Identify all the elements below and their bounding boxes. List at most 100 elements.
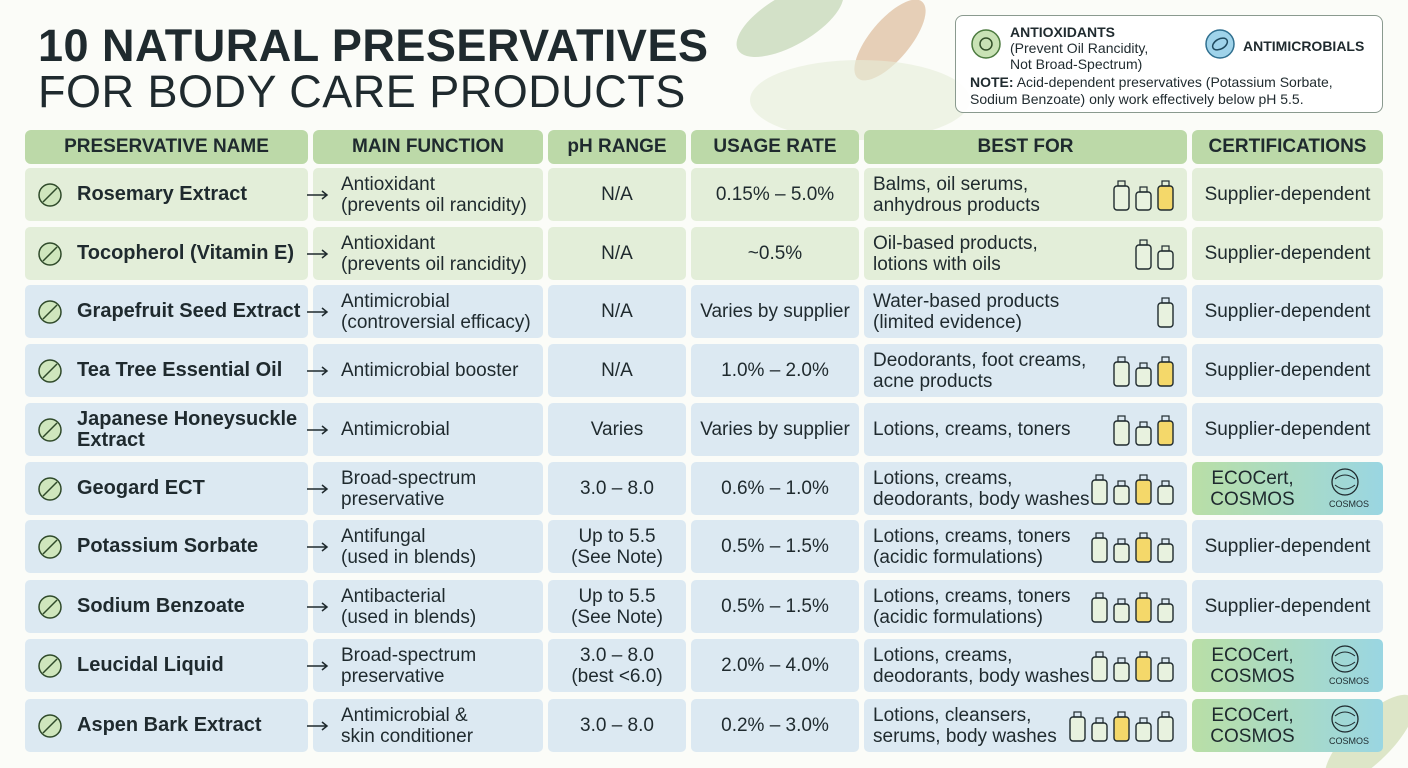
certification-line: Supplier-dependent	[1204, 536, 1371, 557]
usage-rate: Varies by supplier	[700, 301, 850, 322]
legend-detail: (Prevent Oil Rancidity, Not Broad-Spectr…	[1010, 40, 1148, 72]
best-for-line: (acidic formulations)	[873, 606, 1043, 628]
row-icon	[38, 242, 62, 266]
table-cell: Tocopherol (Vitamin E)	[25, 227, 308, 280]
preservative-name: Aspen Bark Extract	[77, 714, 262, 736]
legend-note: NOTE: Acid-dependent preservatives (Pota…	[970, 74, 1333, 108]
table-cell: 0.2% – 3.0%	[691, 699, 859, 752]
table-cell: 0.15% – 5.0%	[691, 168, 859, 221]
certification-line: Supplier-dependent	[1204, 184, 1371, 205]
usage-rate: 0.5% – 1.5%	[721, 596, 829, 617]
product-icons	[1091, 651, 1174, 682]
best-for-line: Lotions, creams,	[873, 644, 1013, 666]
legend: ANTIOXIDANTS (Prevent Oil Rancidity, Not…	[955, 15, 1383, 113]
table-cell: Antioxidant (prevents oil rancidity)	[307, 227, 543, 280]
table-cell: N/A	[548, 344, 686, 397]
table-cell: Supplier-dependent	[1192, 285, 1383, 338]
function-line: (prevents oil rancidity)	[341, 194, 527, 216]
arrow	[307, 542, 329, 552]
table-cell: ECOCert, COSMOS COSMOS	[1192, 699, 1383, 752]
table-cell: ~0.5%	[691, 227, 859, 280]
table-cell: Broad-spectrum preservative	[307, 639, 543, 692]
best-for-line: Lotions, creams,	[873, 467, 1013, 489]
ph-line: 3.0 – 8.0	[580, 715, 654, 736]
best-for-line: Water-based products	[873, 290, 1060, 312]
table-cell: Aspen Bark Extract	[25, 699, 308, 752]
row-icon	[38, 359, 62, 383]
best-for-line: (limited evidence)	[873, 311, 1022, 333]
row-icon	[38, 300, 62, 324]
best-for-line: Lotions, creams, toners	[873, 419, 1071, 440]
table-cell: Varies by supplier	[691, 285, 859, 338]
best-for-line: lotions with oils	[873, 253, 1001, 275]
best-for-line: anhydrous products	[873, 194, 1040, 216]
product-icons	[1069, 711, 1174, 742]
table-cell: Antimicrobial	[307, 403, 543, 456]
eco-logo	[1331, 645, 1359, 673]
product-icons	[1113, 415, 1174, 446]
function-line: Broad-spectrum	[341, 467, 477, 489]
preservative-name: Grapefruit Seed Extract	[77, 300, 301, 322]
certification-line: COSMOS	[1210, 488, 1295, 510]
table-cell: Lotions, creams, toners (acidic formulati…	[864, 520, 1187, 573]
table-cell: Tea Tree Essential Oil	[25, 344, 308, 397]
title-line: FOR BODY CARE PRODUCTS	[38, 66, 686, 117]
certification-line: COSMOS	[1210, 665, 1295, 687]
column-header: CERTIFICATIONS	[1192, 130, 1383, 164]
ph-line: (See Note)	[571, 606, 663, 628]
table-cell: 1.0% – 2.0%	[691, 344, 859, 397]
column-header: USAGE RATE	[691, 130, 859, 164]
certification-line: ECOCert,	[1211, 644, 1294, 666]
ph-line: (See Note)	[571, 546, 663, 568]
certification-line: Supplier-dependent	[1204, 301, 1371, 322]
ph-line: Up to 5.5	[578, 585, 656, 607]
usage-rate: 0.5% – 1.5%	[721, 536, 829, 557]
function-line: Broad-spectrum	[341, 644, 477, 666]
function-line: Antimicrobial	[341, 419, 450, 440]
table-cell: N/A	[548, 168, 686, 221]
preservative-name: Extract	[77, 428, 145, 451]
table-cell: ECOCert, COSMOS COSMOS	[1192, 639, 1383, 692]
table-cell: Lotions, creams, toners	[864, 403, 1187, 456]
row-icon	[38, 595, 62, 619]
table-cell: N/A	[548, 285, 686, 338]
function-line: (prevents oil rancidity)	[341, 253, 527, 275]
arrow	[307, 366, 329, 376]
table-cell: 3.0 – 8.0 (best <6.0)	[548, 639, 686, 692]
usage-rate: 1.0% – 2.0%	[721, 360, 829, 381]
table-cell: Oil-based products, lotions with oils	[864, 227, 1187, 280]
table-cell: Antimicrobial & skin conditioner	[307, 699, 543, 752]
table-cell: Deodorants, foot creams, acne products	[864, 344, 1187, 397]
usage-rate: Varies by supplier	[700, 419, 850, 440]
ph-line: N/A	[601, 360, 633, 381]
ph-line: N/A	[601, 301, 633, 322]
preservative-name: Sodium Benzoate	[77, 595, 245, 617]
certification-line: Supplier-dependent	[1204, 243, 1371, 264]
row-icon	[38, 477, 62, 501]
note-text: Acid-dependent preservatives (Potassium …	[1016, 74, 1333, 90]
preservative-name: Rosemary Extract	[77, 183, 248, 205]
certification-line: ECOCert,	[1211, 467, 1294, 489]
best-for-line: deodorants, body washes	[873, 488, 1090, 510]
function-line: preservative	[341, 488, 445, 510]
function-line: Antimicrobial booster	[341, 360, 519, 381]
certification-line: Supplier-dependent	[1204, 596, 1371, 617]
note-line: Sodium Benzoate) only work effectively b…	[970, 91, 1304, 107]
arrow	[307, 425, 329, 435]
table-cell: Grapefruit Seed Extract	[25, 285, 308, 338]
function-line: Antimicrobial	[341, 290, 450, 312]
legend-detail-line: (Prevent Oil Rancidity,	[1010, 40, 1149, 56]
table-cell: Rosemary Extract	[25, 168, 308, 221]
best-for-line: serums, body washes	[873, 725, 1057, 747]
preservative-name: Tea Tree Essential Oil	[77, 359, 283, 381]
product-icons	[1113, 180, 1174, 211]
table-cell: Varies by supplier	[691, 403, 859, 456]
arrow	[307, 249, 329, 259]
table-cell: Antimicrobial booster	[307, 344, 543, 397]
ph-line: Varies	[590, 419, 644, 440]
usage-rate: ~0.5%	[747, 243, 803, 264]
best-for-line: Balms, oil serums,	[873, 173, 1029, 195]
certification-line: Supplier-dependent	[1204, 360, 1371, 381]
table-cell: Supplier-dependent	[1192, 580, 1383, 633]
eco-logo	[1331, 705, 1359, 733]
